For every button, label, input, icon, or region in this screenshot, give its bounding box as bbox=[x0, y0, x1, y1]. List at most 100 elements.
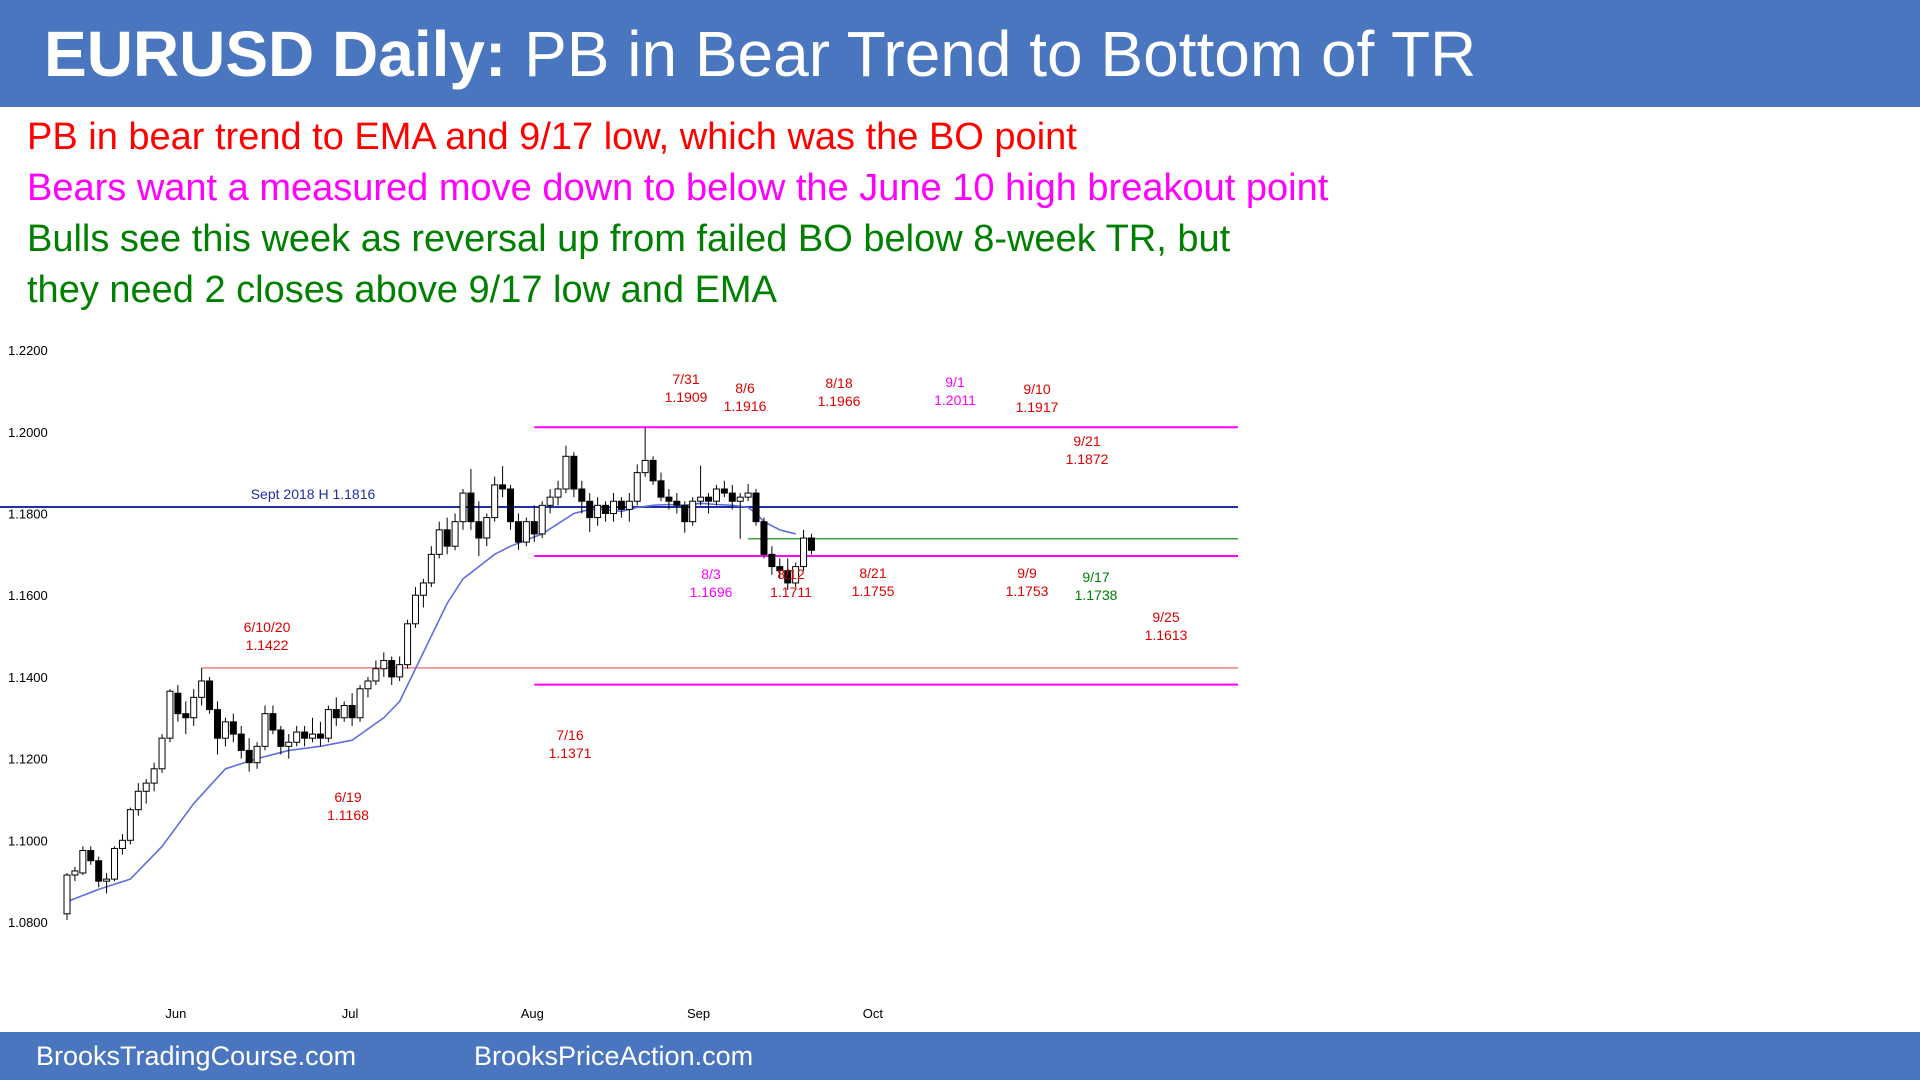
candle-bear bbox=[95, 860, 103, 882]
annotation-date: 9/9 bbox=[1017, 565, 1037, 581]
candle-bull bbox=[554, 488, 562, 498]
candle-bull bbox=[158, 737, 166, 770]
footer-right-link[interactable]: BrooksPriceAction.com bbox=[474, 1041, 754, 1071]
candle-bull bbox=[63, 874, 71, 915]
candle-bear bbox=[681, 504, 689, 523]
y-tick-label: 1.1400 bbox=[8, 670, 48, 685]
candle-bull bbox=[736, 496, 744, 502]
x-tick-label: Sep bbox=[687, 1006, 710, 1021]
annotation-price: 1.1909 bbox=[665, 389, 708, 405]
candle-bull bbox=[633, 472, 641, 502]
candle-bull bbox=[364, 680, 372, 690]
candle-bear bbox=[768, 553, 776, 568]
candle-bull bbox=[609, 500, 617, 514]
candle-bear bbox=[174, 692, 182, 715]
candle-bear bbox=[728, 492, 736, 502]
annotation-date: 8/6 bbox=[735, 380, 755, 396]
price-chart: 1.0800 1.1000 1.1200 1.1400 1.1600 1.1800 1.20… bbox=[0, 343, 1238, 1021]
candle-bear bbox=[507, 488, 515, 523]
x-tick-label: Jun bbox=[165, 1006, 186, 1021]
annotation-price: 1.2011 bbox=[934, 392, 976, 408]
title-rest: PB in Bear Trend to Bottom of TR bbox=[506, 17, 1477, 90]
candle-bear bbox=[657, 480, 665, 498]
candle-bull bbox=[380, 660, 388, 670]
candle-bull bbox=[198, 680, 206, 698]
candle-bull bbox=[261, 713, 269, 747]
annotation-price: 1.1422 bbox=[246, 637, 289, 653]
candle-bear bbox=[206, 680, 214, 711]
annotation-price: 1.1738 bbox=[1075, 587, 1118, 603]
candle-bull bbox=[293, 731, 301, 743]
y-tick-label: 1.2200 bbox=[8, 343, 48, 358]
annotation-date: 8/21 bbox=[859, 565, 886, 581]
candle-bear bbox=[277, 729, 285, 747]
note-line-2: Bears want a measured move down to below… bbox=[27, 167, 1329, 209]
annotation-price: 1.1872 bbox=[1066, 451, 1109, 467]
candle-bull bbox=[190, 696, 198, 719]
candle-bear bbox=[316, 733, 324, 739]
candle-bull bbox=[150, 768, 158, 784]
candle-bear bbox=[213, 709, 221, 739]
candle-bear bbox=[602, 504, 610, 514]
candle-bull bbox=[483, 517, 491, 539]
candle-bear bbox=[443, 529, 451, 547]
candle-bull bbox=[309, 733, 317, 739]
candle-bear bbox=[467, 492, 475, 523]
candle-bull bbox=[744, 492, 752, 498]
candle-bull bbox=[522, 521, 530, 543]
note-line-1: PB in bear trend to EMA and 9/17 low, wh… bbox=[27, 116, 1077, 158]
candle-bear bbox=[617, 500, 625, 510]
candle-bear bbox=[752, 492, 760, 523]
candle-bull bbox=[372, 668, 380, 682]
candle-bull bbox=[594, 504, 602, 519]
candle-bull bbox=[253, 745, 261, 764]
candle-bull bbox=[689, 500, 697, 523]
candle-bull bbox=[118, 839, 126, 849]
title-bold: EURUSD Daily: bbox=[44, 17, 507, 90]
candle-bull bbox=[427, 553, 435, 584]
annotation-price: 1.1711 bbox=[770, 584, 812, 600]
note-line-3: Bulls see this week as reversal up from … bbox=[27, 218, 1231, 260]
candle-bull bbox=[491, 484, 499, 519]
note-line-4: they need 2 closes above 9/17 low and EM… bbox=[27, 269, 777, 311]
candle-bear bbox=[807, 537, 815, 551]
x-tick-label: Aug bbox=[521, 1006, 544, 1021]
candle-bull bbox=[625, 500, 633, 510]
y-tick-label: 1.2000 bbox=[8, 425, 48, 440]
candle-bear bbox=[586, 500, 594, 519]
candle-bear bbox=[348, 704, 356, 719]
candle-bear bbox=[388, 660, 396, 678]
candle-bull bbox=[451, 521, 459, 547]
page-title: EURUSD Daily: PB in Bear Trend to Bottom… bbox=[44, 17, 1476, 91]
annotation-date: 6/10/20 bbox=[244, 619, 291, 635]
candle-bull bbox=[404, 623, 412, 666]
annotation-price: 1.1168 bbox=[327, 807, 369, 823]
candle-bull bbox=[712, 488, 720, 502]
candle-bear bbox=[301, 731, 309, 739]
candle-bear bbox=[649, 459, 657, 482]
candle-bear bbox=[776, 566, 784, 572]
candle-bear bbox=[87, 850, 95, 862]
annotation-date: 9/25 bbox=[1152, 609, 1179, 625]
candle-bull bbox=[111, 847, 119, 880]
footer-left-link[interactable]: BrooksTradingCourse.com bbox=[36, 1041, 357, 1071]
commentary: PB in bear trend to EMA and 9/17 low, wh… bbox=[27, 112, 1328, 316]
annotation-date: 8/18 bbox=[825, 375, 852, 391]
annotation-price: 1.1371 bbox=[549, 745, 592, 761]
candle-bear bbox=[705, 496, 713, 502]
candle-bull bbox=[641, 459, 649, 474]
candle-bull bbox=[166, 690, 174, 739]
candle-bull bbox=[396, 664, 404, 678]
x-tick-label: Oct bbox=[863, 1006, 884, 1021]
candle-bear bbox=[570, 455, 578, 490]
annotation-price: 1.1917 bbox=[1016, 399, 1059, 415]
y-tick-label: 1.1800 bbox=[8, 507, 48, 522]
annotation-date: 9/1 bbox=[945, 374, 965, 390]
candle-bear bbox=[720, 488, 728, 494]
candle-bear bbox=[760, 521, 768, 555]
candle-bull bbox=[79, 850, 87, 874]
candle-bear bbox=[245, 749, 253, 764]
candle-bear bbox=[237, 733, 245, 751]
candle-bull bbox=[546, 496, 554, 506]
candle-bull bbox=[142, 782, 150, 792]
